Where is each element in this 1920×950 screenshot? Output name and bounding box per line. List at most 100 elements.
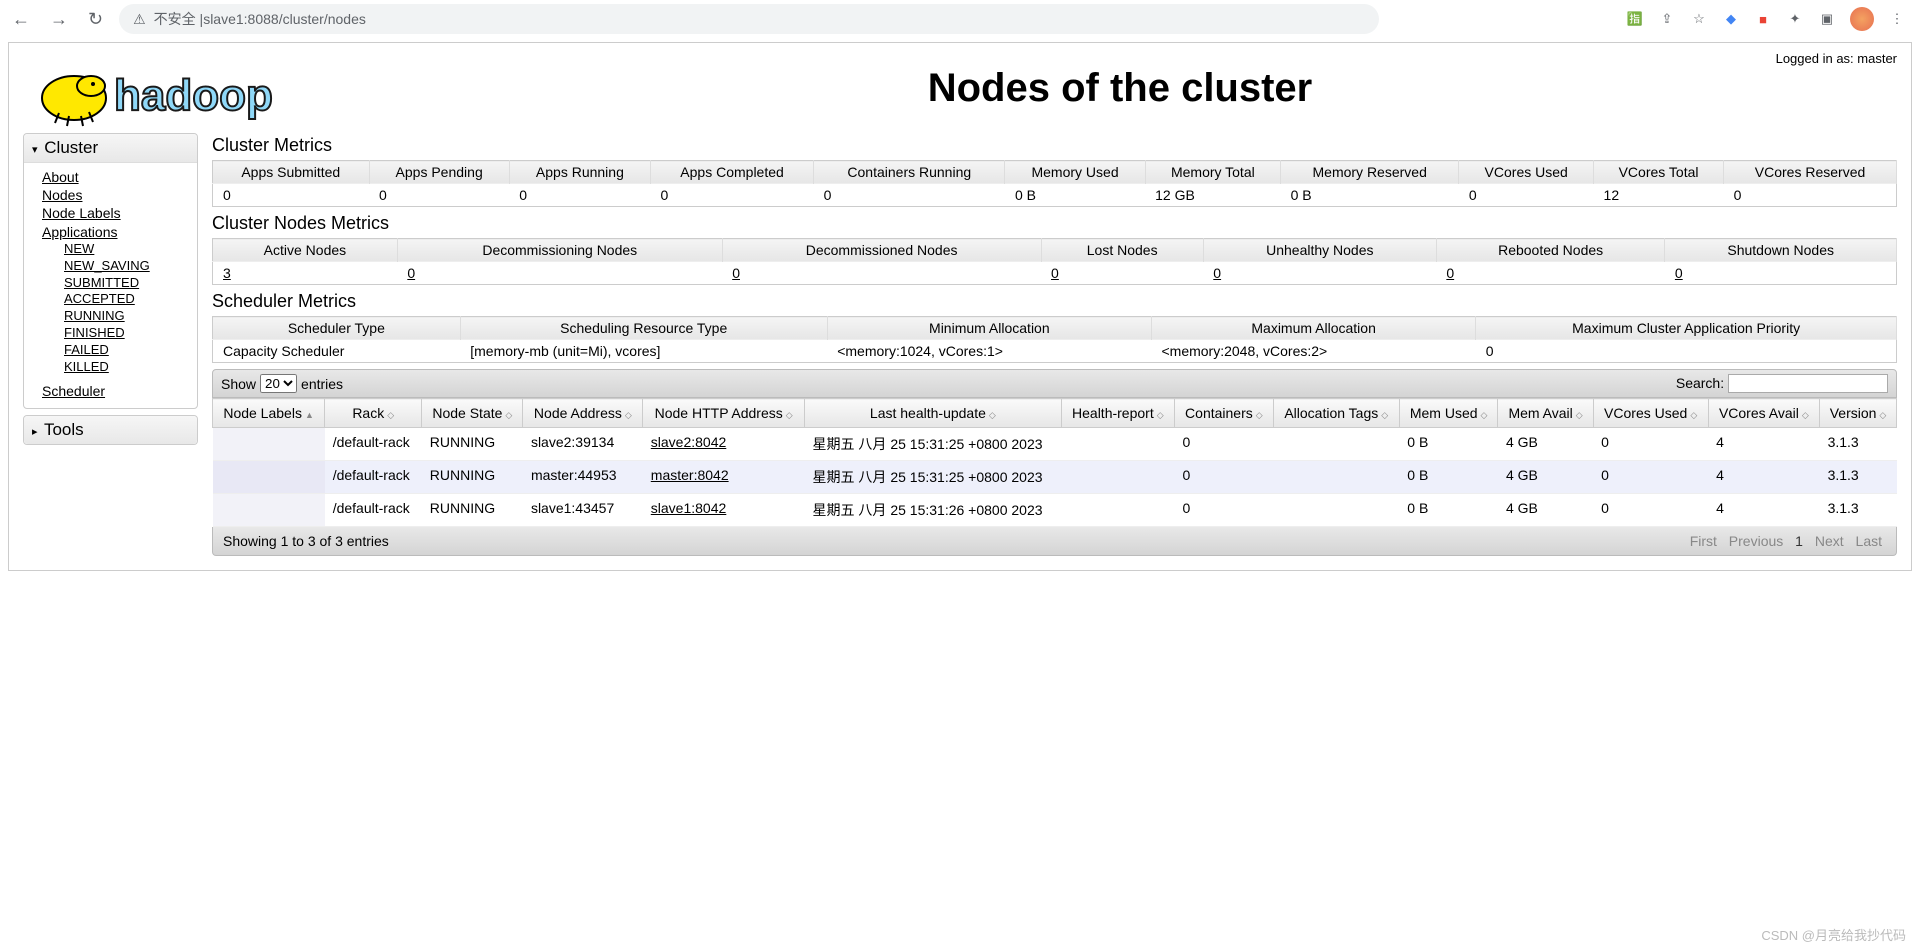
datatable-pager: First Previous 1 Next Last	[1686, 533, 1886, 549]
nodes-metrics-title: Cluster Nodes Metrics	[212, 213, 1897, 234]
sidebar-tools-panel: ▸ Tools	[23, 415, 198, 445]
datatable-info: Showing 1 to 3 of 3 entries	[223, 533, 389, 549]
url-text: slave1:8088/cluster/nodes	[203, 11, 366, 27]
page-size-select[interactable]: 20	[260, 374, 297, 393]
url-prefix: 不安全 |	[154, 9, 204, 29]
search-input[interactable]	[1728, 374, 1888, 393]
dt-header[interactable]: Rack◇	[325, 399, 422, 428]
dt-header[interactable]: Allocation Tags◇	[1273, 399, 1399, 428]
cluster-metrics-table: Apps SubmittedApps PendingApps RunningAp…	[212, 160, 1897, 207]
col-header: Decommissioning Nodes	[397, 239, 722, 262]
table-cell	[213, 428, 325, 461]
table-cell: 0 B	[1399, 428, 1498, 461]
metric-link[interactable]: 0	[1213, 265, 1221, 281]
sidebar-link-applications[interactable]: Applications	[42, 223, 187, 241]
table-cell: master:44953	[523, 461, 643, 494]
table-row: /default-rackRUNNINGmaster:44953master:8…	[213, 461, 1897, 494]
sidebar-appstate-failed[interactable]: FAILED	[64, 342, 187, 359]
dt-header[interactable]: Mem Avail◇	[1498, 399, 1593, 428]
pager-last[interactable]: Last	[1856, 533, 1882, 549]
table-row: /default-rackRUNNINGslave2:39134slave2:8…	[213, 428, 1897, 461]
nodes-metrics-table: Active NodesDecommissioning NodesDecommi…	[212, 238, 1897, 285]
table-cell: 4 GB	[1498, 428, 1593, 461]
metric-value: 0	[213, 184, 370, 207]
table-cell: /default-rack	[325, 461, 422, 494]
translate-icon[interactable]: 🈯	[1626, 10, 1644, 28]
table-cell	[1061, 428, 1174, 461]
table-cell	[213, 461, 325, 494]
share-icon[interactable]: ⇪	[1658, 10, 1676, 28]
forward-button[interactable]: →	[46, 5, 72, 34]
sidebar-cluster-header[interactable]: ▾ Cluster	[24, 134, 197, 163]
dt-header[interactable]: Node Labels▲	[213, 399, 325, 428]
metric-link[interactable]: 0	[1675, 265, 1683, 281]
table-cell: /default-rack	[325, 494, 422, 527]
table-cell: 0	[1175, 461, 1274, 494]
profile-avatar[interactable]	[1850, 7, 1874, 31]
ext2-icon[interactable]: ■	[1754, 10, 1772, 28]
table-cell	[1273, 461, 1399, 494]
table-cell: RUNNING	[422, 494, 523, 527]
sidebar-link-node-labels[interactable]: Node Labels	[42, 204, 187, 222]
sidebar-link-about[interactable]: About	[42, 168, 187, 186]
sidebar-appstate-accepted[interactable]: ACCEPTED	[64, 291, 187, 308]
dt-header[interactable]: Health-report◇	[1061, 399, 1174, 428]
dt-header[interactable]: Last health-update◇	[805, 399, 1062, 428]
metric-value: 0	[814, 184, 1005, 207]
metric-link[interactable]: 0	[732, 265, 740, 281]
pager-first[interactable]: First	[1690, 533, 1717, 549]
pager-prev[interactable]: Previous	[1729, 533, 1783, 549]
metric-value: 0	[1724, 184, 1897, 207]
extensions-icon[interactable]: ✦	[1786, 10, 1804, 28]
sidebar-appstate-running[interactable]: RUNNING	[64, 308, 187, 325]
table-cell: slave1:43457	[523, 494, 643, 527]
col-header: Shutdown Nodes	[1665, 239, 1897, 262]
metric-link[interactable]: 3	[223, 265, 231, 281]
sidebar-link-scheduler[interactable]: Scheduler	[42, 382, 187, 400]
table-cell: 3.1.3	[1820, 428, 1897, 461]
ext1-icon[interactable]: ◆	[1722, 10, 1740, 28]
sidebar-appstate-killed[interactable]: KILLED	[64, 359, 187, 376]
menu-icon[interactable]: ⋮	[1888, 10, 1906, 28]
table-cell: 4	[1708, 461, 1819, 494]
back-button[interactable]: ←	[8, 5, 34, 34]
dt-header[interactable]: Node HTTP Address◇	[643, 399, 805, 428]
datatable-toolbar: Show 20 entries Search:	[212, 369, 1897, 398]
col-header: Maximum Cluster Application Priority	[1476, 317, 1897, 340]
sidebar-tools-header[interactable]: ▸ Tools	[24, 416, 197, 444]
star-icon[interactable]: ☆	[1690, 10, 1708, 28]
sidebar-link-nodes[interactable]: Nodes	[42, 186, 187, 204]
dt-header[interactable]: Node State◇	[422, 399, 523, 428]
dt-header[interactable]: VCores Avail◇	[1708, 399, 1819, 428]
dt-header[interactable]: VCores Used◇	[1593, 399, 1708, 428]
table-cell: RUNNING	[422, 428, 523, 461]
pager-page[interactable]: 1	[1795, 533, 1803, 549]
metric-link[interactable]: 0	[1446, 265, 1454, 281]
dt-header[interactable]: Version◇	[1820, 399, 1897, 428]
dt-header[interactable]: Containers◇	[1175, 399, 1274, 428]
col-header: VCores Total	[1594, 161, 1724, 184]
metric-link[interactable]: 0	[1051, 265, 1059, 281]
address-bar[interactable]: ⚠ 不安全 | slave1:8088/cluster/nodes	[119, 4, 1379, 34]
col-header: Unhealthy Nodes	[1203, 239, 1436, 262]
col-header: Active Nodes	[213, 239, 398, 262]
dt-header[interactable]: Node Address◇	[523, 399, 643, 428]
node-http-link[interactable]: slave2:8042	[651, 434, 727, 450]
sidebar-appstate-finished[interactable]: FINISHED	[64, 325, 187, 342]
reload-button[interactable]: ↻	[84, 5, 107, 34]
metric-value: 0	[369, 184, 509, 207]
metric-link[interactable]: 0	[407, 265, 415, 281]
sidebar-appstate-new_saving[interactable]: NEW_SAVING	[64, 258, 187, 275]
metric-value: 0	[1436, 262, 1665, 285]
sidebar-appstate-submitted[interactable]: SUBMITTED	[64, 275, 187, 292]
main-content: Cluster Metrics Apps SubmittedApps Pendi…	[212, 133, 1897, 556]
table-cell: 4 GB	[1498, 494, 1593, 527]
dt-header[interactable]: Mem Used◇	[1399, 399, 1498, 428]
pager-next[interactable]: Next	[1815, 533, 1844, 549]
node-http-link[interactable]: slave1:8042	[651, 500, 727, 516]
col-header: Lost Nodes	[1041, 239, 1203, 262]
table-cell: 星期五 八月 25 15:31:25 +0800 2023	[805, 428, 1062, 461]
sidepanel-icon[interactable]: ▣	[1818, 10, 1836, 28]
sidebar-appstate-new[interactable]: NEW	[64, 241, 187, 258]
node-http-link[interactable]: master:8042	[651, 467, 729, 483]
